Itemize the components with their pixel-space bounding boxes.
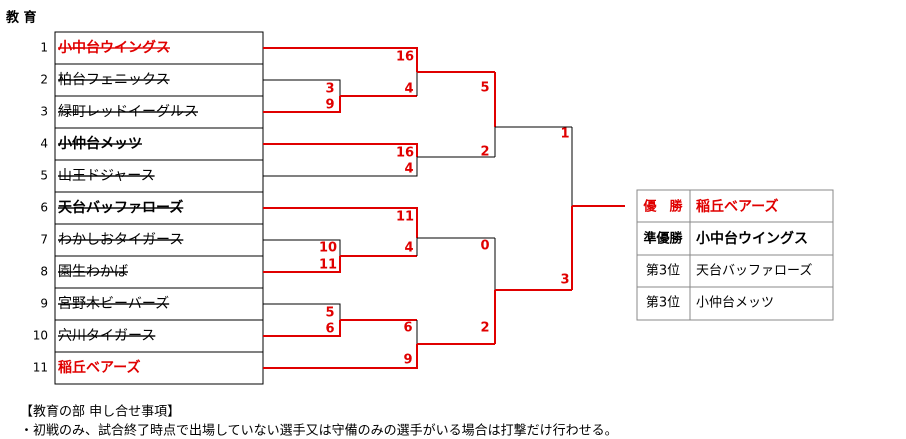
seed: 5	[40, 169, 48, 183]
seed: 7	[40, 233, 48, 247]
score: 6	[325, 322, 334, 337]
team-name: 稲丘ベアーズ	[58, 359, 140, 376]
result-team: 天台バッファローズ	[696, 263, 812, 279]
seed: 10	[33, 329, 48, 343]
score: 16	[396, 146, 414, 161]
result-team: 小中台ウイングス	[696, 230, 808, 247]
score: 3	[560, 273, 569, 288]
score: 16	[396, 50, 414, 65]
team-name: 小中台ウイングス	[58, 39, 170, 56]
score: 3	[325, 82, 334, 97]
seed: 4	[40, 137, 48, 151]
score: 10	[319, 241, 337, 256]
team-name: 柏台フェニックス	[58, 72, 170, 88]
bracket-lines	[263, 47, 625, 369]
score: 4	[404, 241, 413, 256]
team-name: 穴川タイガース	[58, 328, 155, 344]
team-name: 山王ドジャース	[58, 168, 155, 184]
score: 2	[480, 145, 489, 160]
score: 4	[404, 82, 413, 97]
result-team: 小仲台メッツ	[696, 296, 774, 311]
team-name: わかしおタイガース	[58, 232, 183, 248]
results-table	[636, 189, 834, 321]
score: 0	[480, 239, 489, 254]
team-name: 天台バッファローズ	[58, 199, 183, 216]
score: 11	[396, 210, 414, 225]
seed: 9	[40, 297, 48, 311]
seed: 6	[40, 201, 48, 215]
team-name: 園生わかば	[58, 264, 128, 280]
score: 9	[403, 353, 412, 368]
score: 11	[319, 258, 337, 273]
seed: 2	[40, 73, 48, 87]
result-team: 稲丘ベアーズ	[696, 198, 778, 215]
score: 5	[325, 306, 334, 321]
score: 6	[403, 321, 412, 336]
seed: 3	[40, 105, 48, 119]
seed: 1	[40, 41, 48, 55]
rank-label: 準優勝	[643, 231, 683, 247]
score: 4	[404, 162, 413, 177]
rank-label: 第3位	[646, 296, 680, 311]
notes-item: ・初戦のみ、試合終了時点で出場していない選手又は守備のみの選手がいる場合は打撃だ…	[20, 423, 618, 439]
notes-heading: 【教育の部 申し合せ事項】	[20, 404, 180, 420]
score: 2	[480, 321, 489, 336]
score: 9	[325, 98, 334, 113]
score: 1	[560, 127, 569, 142]
team-table	[54, 31, 264, 385]
seed: 11	[33, 361, 48, 375]
rank-label: 第3位	[646, 264, 680, 279]
team-name: 緑町レッドイーグルス	[58, 104, 198, 120]
team-name: 宮野木ビーバーズ	[58, 296, 169, 312]
title: 教 育	[5, 10, 37, 26]
rank-label: 優 勝	[642, 199, 683, 215]
team-name: 小仲台メッツ	[58, 135, 142, 152]
seed: 8	[40, 265, 48, 279]
score: 5	[480, 81, 489, 96]
